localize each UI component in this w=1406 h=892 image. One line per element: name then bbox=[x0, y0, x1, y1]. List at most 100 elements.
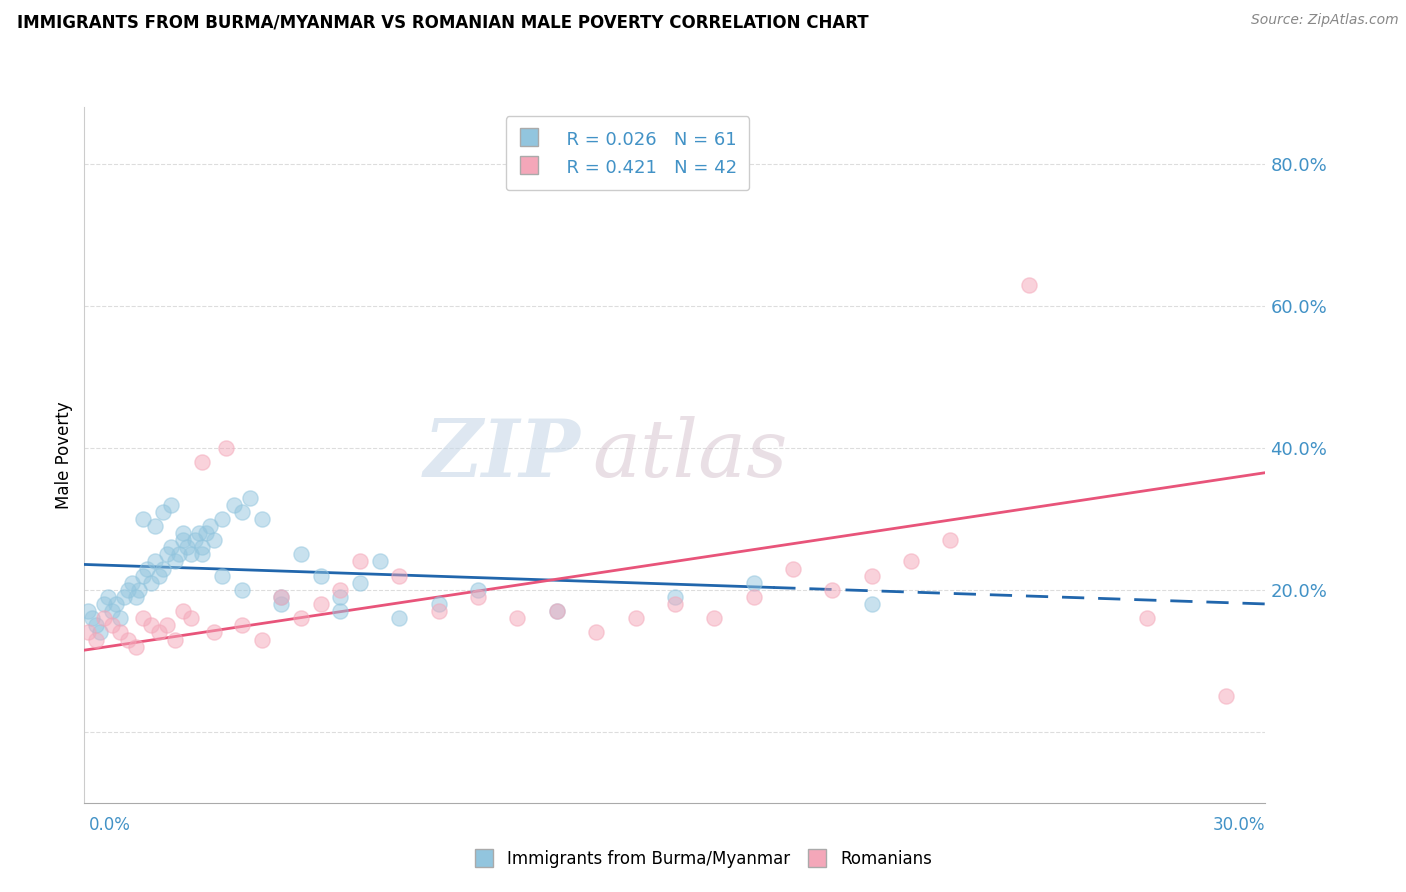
Point bbox=[191, 547, 214, 561]
Point bbox=[467, 582, 489, 597]
Point bbox=[860, 597, 883, 611]
Point bbox=[427, 604, 450, 618]
Point bbox=[77, 604, 100, 618]
Point bbox=[187, 526, 209, 541]
Text: ZIP: ZIP bbox=[423, 417, 581, 493]
Point bbox=[108, 625, 131, 640]
Point bbox=[368, 554, 391, 568]
Point bbox=[101, 604, 124, 618]
Point bbox=[148, 625, 170, 640]
Point bbox=[585, 625, 607, 640]
Point bbox=[270, 590, 292, 604]
Point bbox=[329, 590, 352, 604]
Point bbox=[84, 618, 107, 632]
Point bbox=[742, 575, 765, 590]
Point bbox=[506, 611, 529, 625]
Text: Source: ZipAtlas.com: Source: ZipAtlas.com bbox=[1251, 13, 1399, 28]
Point bbox=[222, 498, 245, 512]
Point bbox=[180, 611, 202, 625]
Point bbox=[172, 604, 194, 618]
Point bbox=[200, 519, 222, 533]
Point bbox=[176, 540, 198, 554]
Point bbox=[270, 590, 292, 604]
Point bbox=[104, 597, 127, 611]
Point bbox=[172, 533, 194, 548]
Text: 0.0%: 0.0% bbox=[89, 816, 131, 834]
Point bbox=[156, 618, 179, 632]
Point bbox=[172, 526, 194, 541]
Point bbox=[124, 590, 146, 604]
Point bbox=[215, 441, 238, 455]
Point bbox=[121, 575, 143, 590]
Point bbox=[191, 455, 214, 469]
Point bbox=[231, 582, 253, 597]
Point bbox=[239, 491, 262, 505]
Point bbox=[546, 604, 568, 618]
Point bbox=[97, 590, 120, 604]
Point bbox=[546, 604, 568, 618]
Point bbox=[160, 540, 183, 554]
Point bbox=[211, 512, 233, 526]
Point bbox=[329, 604, 352, 618]
Point bbox=[1018, 277, 1040, 292]
Point bbox=[143, 519, 166, 533]
Text: 30.0%: 30.0% bbox=[1213, 816, 1265, 834]
Point bbox=[427, 597, 450, 611]
Point bbox=[860, 568, 883, 582]
Point bbox=[180, 547, 202, 561]
Point bbox=[89, 625, 111, 640]
Point bbox=[742, 590, 765, 604]
Point bbox=[141, 618, 163, 632]
Point bbox=[101, 618, 124, 632]
Y-axis label: Male Poverty: Male Poverty bbox=[55, 401, 73, 508]
Point bbox=[1136, 611, 1159, 625]
Point bbox=[309, 568, 332, 582]
Point bbox=[250, 632, 273, 647]
Point bbox=[349, 575, 371, 590]
Point bbox=[160, 498, 183, 512]
Point bbox=[270, 597, 292, 611]
Point bbox=[82, 611, 104, 625]
Point bbox=[167, 547, 190, 561]
Point bbox=[290, 611, 312, 625]
Point bbox=[329, 582, 352, 597]
Text: atlas: atlas bbox=[592, 417, 787, 493]
Point bbox=[128, 582, 150, 597]
Legend:   R = 0.026   N = 61,   R = 0.421   N = 42: R = 0.026 N = 61, R = 0.421 N = 42 bbox=[506, 116, 749, 190]
Point bbox=[1215, 690, 1237, 704]
Point bbox=[112, 590, 135, 604]
Point bbox=[290, 547, 312, 561]
Point bbox=[148, 568, 170, 582]
Point bbox=[132, 611, 155, 625]
Point bbox=[183, 533, 205, 548]
Point bbox=[202, 625, 225, 640]
Point bbox=[195, 526, 218, 541]
Point bbox=[349, 554, 371, 568]
Point bbox=[132, 512, 155, 526]
Point bbox=[163, 554, 186, 568]
Point bbox=[84, 632, 107, 647]
Point bbox=[900, 554, 922, 568]
Point bbox=[163, 632, 186, 647]
Legend: Immigrants from Burma/Myanmar, Romanians: Immigrants from Burma/Myanmar, Romanians bbox=[467, 844, 939, 875]
Point bbox=[202, 533, 225, 548]
Point bbox=[388, 568, 411, 582]
Point bbox=[703, 611, 725, 625]
Point bbox=[624, 611, 647, 625]
Point bbox=[77, 625, 100, 640]
Point bbox=[117, 582, 139, 597]
Point bbox=[309, 597, 332, 611]
Point bbox=[152, 561, 174, 575]
Point bbox=[782, 561, 804, 575]
Point bbox=[191, 540, 214, 554]
Point bbox=[93, 611, 115, 625]
Point bbox=[250, 512, 273, 526]
Point bbox=[467, 590, 489, 604]
Point bbox=[231, 505, 253, 519]
Point bbox=[93, 597, 115, 611]
Point bbox=[117, 632, 139, 647]
Point bbox=[156, 547, 179, 561]
Point bbox=[211, 568, 233, 582]
Point bbox=[108, 611, 131, 625]
Point bbox=[132, 568, 155, 582]
